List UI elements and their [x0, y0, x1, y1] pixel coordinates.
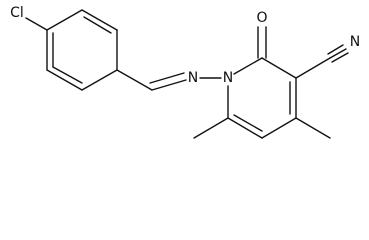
atom-label: N — [350, 34, 360, 50]
atom-label: N — [223, 70, 233, 86]
structure: Cl N N O N — [10, 5, 360, 139]
atom-label: O — [256, 10, 267, 26]
page: Cl N N O N (() => { const data = JSON.pa… — [10, 5, 361, 139]
atom-label: Cl — [10, 5, 24, 21]
bonds — [25, 9, 349, 139]
atom-label: N — [188, 70, 198, 86]
